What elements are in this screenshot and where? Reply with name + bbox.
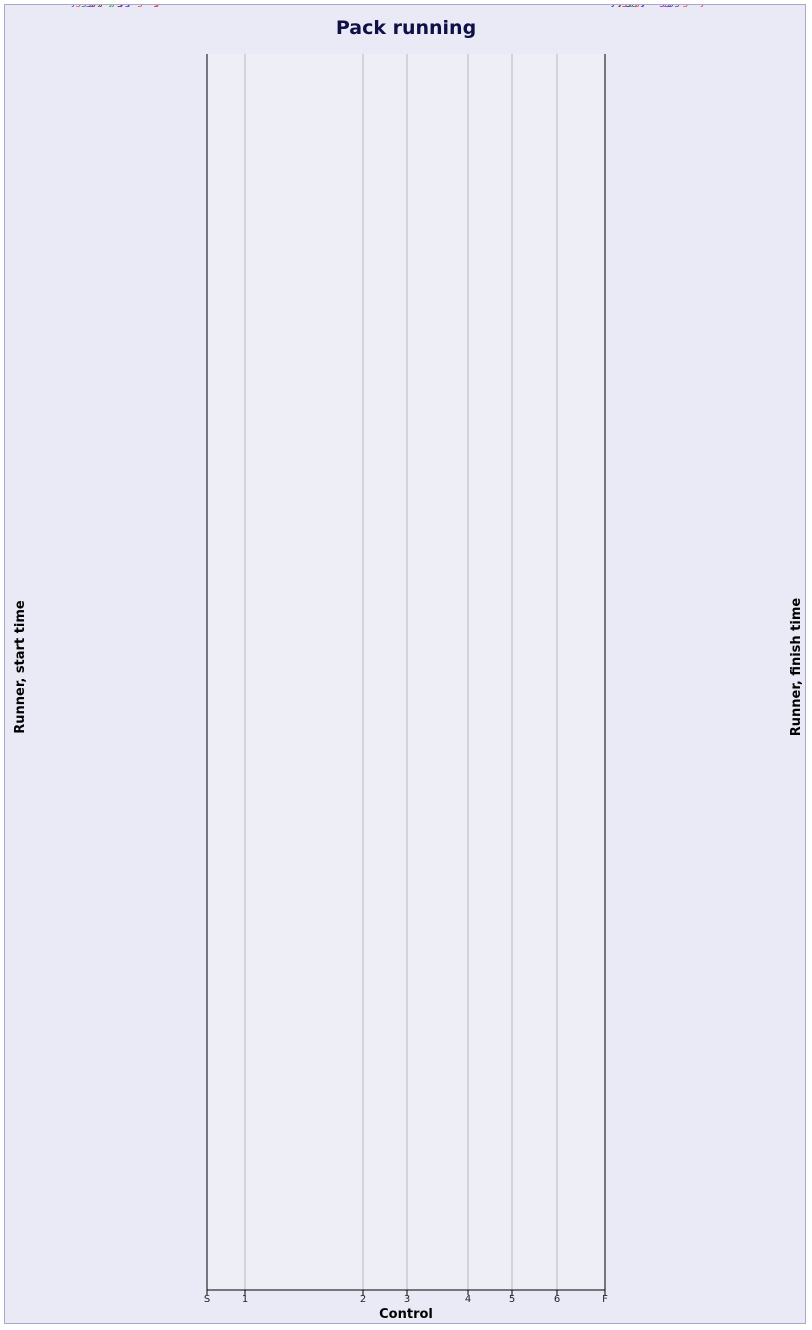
start-label-per-jacobsson: Per Jacobsson 9:40.42 [90, 5, 201, 8]
start-label-bjorn-ekholm: Björn Ekholm 9:54.04 [93, 5, 201, 8]
start-label-monica-lindkvist-moller: Monica Lindkvist Möller 10:20.56 [36, 5, 201, 8]
tick-label-2: 2 [360, 1294, 366, 1305]
start-label-stig-lundin: Stig Lundin 9:32.50 [103, 5, 201, 8]
tick-label-1: 1 [242, 1294, 248, 1305]
start-label-jan-burell: Jan Burell 9:25.30 [111, 5, 201, 8]
start-label-inge-gustafsson: Inge Gustafsson 9:38.41 [79, 5, 201, 8]
finish-label-jorgen-bergstrom: Jörgen Bergström 10:56.53 [611, 5, 747, 8]
finish-label-marianne-arnholm: Marianne Arnholm 9:59.33 [612, 5, 745, 8]
start-label-hans-sundgren: Hans Sundgren 9:23.08 [83, 5, 201, 8]
left-axis-title: Runner, start time [13, 600, 28, 734]
finish-label-eva-lundkvist: Eva Lundkvist 9:59.38 [612, 5, 723, 8]
start-label-vincent-liljekvist: Vincent Liljekvist 9:26.25 [75, 5, 201, 8]
start-label-britt-larsson: Britt Larsson 9:43.00 [96, 5, 201, 8]
finish-label-liz-porteous: Liz Porteous 10:16.48 [612, 5, 720, 8]
start-label-kurt-elven: Kurt Elvén 9:43.39 [108, 5, 201, 8]
finish-label-kurt-elven: Kurt Elvén 10:17.21 [612, 5, 711, 8]
finish-label-vincent-liljekvist: Vincent Liljekvist 10:02.57 [612, 5, 744, 8]
start-label-yvonne-karlsson: Yvonne Karlsson 9:29.15 [76, 5, 201, 8]
finish-label-karl-gustav-klemets: Karl-Gustav Klemets 10:24.09 [612, 5, 762, 8]
chart-title: Pack running [336, 17, 476, 39]
tick-label-f: F [602, 1294, 608, 1305]
tick-label-6: 6 [554, 1294, 560, 1305]
tick-label-4: 4 [465, 1294, 471, 1305]
finish-label-per-jacobsson: Per Jacobsson 10:32.48 [612, 5, 729, 8]
finish-label-ingegerd-lusensky: Ingegerd Lusensky 10:23.47 [612, 5, 754, 8]
right-axis-title: Runner, finish time [789, 598, 804, 737]
start-label-ake-mjoberg: Åke Mjöberg 9:25.12 [98, 5, 201, 8]
finish-label-bengt-dagermark: Bengt Dagermark 10:17.15 [612, 5, 749, 8]
x-axis-ticks: S 1 2 3 4 5 6 F [204, 1290, 608, 1305]
finish-label-bjorn-ekholm: Björn Ekholm 10:39.35 [612, 5, 726, 8]
finish-label-monica-lindkvist-moller: Monica Lindkvist Möller 11:09.00 [612, 5, 777, 8]
tick-label-3: 3 [404, 1294, 410, 1305]
start-label-bengt-dagermark: Bengt Dagermark 9:47.18 [71, 5, 201, 8]
finish-label-rune-sandberg: Rune Sandberg 10:08.48 [612, 5, 736, 8]
finish-label-ake-mjoberg: Åke Mjöberg 9:47.55 [612, 5, 715, 8]
grid-lines [244, 54, 558, 1290]
finish-time-labels: Hans Sundgren 10:40.11Åke Mjöberg 9:47.5… [611, 5, 777, 8]
finish-label-lars-soderlund: Lars Söderlund 10:55.29 [612, 5, 735, 8]
x-axis-title: Control [379, 1307, 433, 1322]
start-label-karl-gustav-klemets: Karl-Gustav Klemets 9:56.29 [57, 5, 201, 8]
start-time-labels: Hans Sundgren 9:23.08Åke Mjöberg 9:25.12… [36, 5, 201, 8]
start-label-lars-soderlund: Lars Söderlund 10:04.00 [78, 5, 201, 8]
start-label-jorgen-bergstrom: Jörgen Bergström 9:57.16 [71, 5, 201, 8]
start-label-eva-lundkvist: Eva Lundkvist 9:27.29 [90, 5, 201, 8]
start-label-liz-porteous: Liz Porteous 9:42.06 [99, 5, 201, 8]
start-label-kjell-lindberg: Kjell Lindberg 9:30.04 [91, 5, 201, 8]
finish-label-yvonne-karlsson: Yvonne Karlsson 10:03.06 [611, 5, 742, 8]
finish-label-johnny-erixon: Johnny Erixon 10:32.41 [611, 5, 728, 8]
tick-label-5: 5 [509, 1294, 515, 1305]
start-label-marianne-arnholm: Marianne Arnholm 9:28.31 [68, 5, 201, 8]
tick-label-s: S [204, 1294, 210, 1305]
start-label-christina-gohde: Christina Gohde 10:05.02 [73, 5, 201, 8]
finish-label-jan-burell: Jan Burell 10:09.44 [611, 5, 707, 8]
finish-label-kjell-lindberg: Kjell Lindberg 10:02.15 [612, 5, 728, 8]
finish-label-christina-gohde: Christina Gohde 10:49.31 [612, 5, 740, 8]
finish-label-inge-gustafsson: Inge Gustafsson 10:08.39 [612, 5, 741, 8]
finish-label-hans-sundgren: Hans Sundgren 10:40.11 [612, 5, 736, 8]
start-label-birgitta-andersson: Birgitta Andersson 9:44.42 [67, 5, 201, 8]
finish-label-stig-lundin: Stig Lundin 10:03.41 [612, 5, 716, 8]
plot-area [207, 54, 605, 1290]
start-label-rune-sandberg: Rune Sandberg 9:39.59 [83, 5, 201, 8]
finish-label-birgitta-andersson: Birgitta Andersson 10:26.00 [612, 5, 752, 8]
start-label-johnny-erixon: Johnny Erixon 9:40.34 [90, 5, 201, 8]
start-label-ingegerd-lusensky: Ingegerd Lusensky 9:57.05 [66, 5, 201, 8]
